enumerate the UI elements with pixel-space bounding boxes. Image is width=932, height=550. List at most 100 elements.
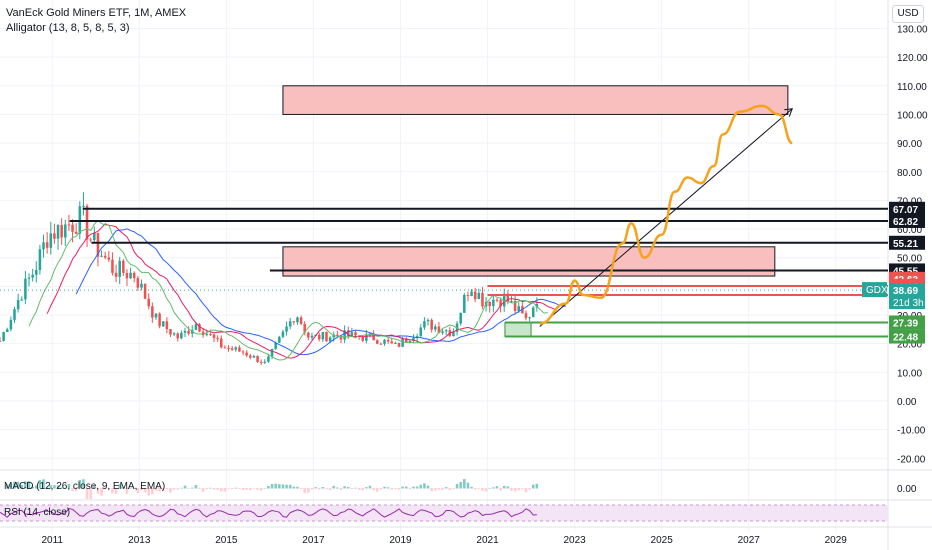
candle-body xyxy=(151,306,154,318)
macd-histogram-bar xyxy=(328,488,332,491)
macd-histogram-bar xyxy=(473,488,477,490)
candle-body xyxy=(412,337,415,341)
candle-body xyxy=(386,339,390,342)
candle-body xyxy=(510,301,513,303)
macd-histogram-bar xyxy=(201,488,205,492)
candle-body xyxy=(241,351,245,353)
candle-body xyxy=(89,239,92,241)
candle-body xyxy=(470,291,473,297)
candle-body xyxy=(56,225,60,239)
projection-path xyxy=(539,104,793,325)
candle-body xyxy=(16,300,20,310)
ticker-tag xyxy=(862,282,887,298)
candle-body xyxy=(93,232,96,241)
macd-histogram-bar xyxy=(230,488,234,490)
macd-histogram-bar xyxy=(437,488,441,490)
candle-body xyxy=(136,278,140,288)
x-tick-label: 2019 xyxy=(389,535,412,546)
candle-body xyxy=(85,205,89,240)
macd-histogram-bar xyxy=(477,488,481,489)
macd-histogram-bar xyxy=(205,488,209,490)
macd-histogram-bar xyxy=(165,488,169,490)
macd-histogram-bar xyxy=(194,485,198,489)
macd-histogram-bar xyxy=(281,484,285,489)
macd-histogram-bar xyxy=(350,488,354,490)
candle-body xyxy=(53,233,56,239)
macd-histogram-bar xyxy=(495,486,499,489)
candle-body xyxy=(187,330,190,334)
macd-histogram-bar xyxy=(405,486,408,489)
macd-histogram-bar xyxy=(16,481,20,489)
macd-histogram-bar xyxy=(223,488,227,492)
macd-histogram-bar xyxy=(513,488,517,492)
candle-body xyxy=(495,299,499,301)
y-tick-label: 20.00 xyxy=(897,340,922,351)
price-label-badge xyxy=(889,315,925,330)
macd-histogram-bar xyxy=(13,481,16,489)
candle-body xyxy=(506,293,510,302)
macd-histogram-bar xyxy=(466,482,470,489)
candle-body xyxy=(405,338,408,343)
macd-axis-label: 0.00 xyxy=(897,484,917,495)
macd-histogram-bar xyxy=(154,488,158,491)
candle-body xyxy=(365,334,368,341)
macd-histogram-bar xyxy=(535,483,539,489)
macd-legend[interactable]: MACD (12, 26, close, 9, EMA, EMA) xyxy=(4,481,166,492)
macd-histogram-bar xyxy=(303,488,306,494)
macd-histogram-bar xyxy=(252,488,256,489)
alligator-teeth-line xyxy=(46,223,556,359)
macd-histogram-bar xyxy=(354,487,357,489)
macd-histogram-bar xyxy=(488,487,491,489)
macd-histogram-bar xyxy=(227,488,230,489)
candle-body xyxy=(220,338,223,348)
candle-body xyxy=(325,331,328,342)
macd-histogram-bar xyxy=(111,488,114,494)
candle-body xyxy=(321,331,325,340)
price-label-badge xyxy=(889,201,925,216)
macd-histogram-bar xyxy=(9,484,13,489)
alligator-legend[interactable]: Alligator (13, 8, 5, 8, 5, 3) xyxy=(6,22,130,34)
alligator-jaw-line xyxy=(75,228,566,356)
candle-body xyxy=(9,319,13,330)
candle-body xyxy=(143,283,147,299)
symbol-title[interactable]: VanEck Gold Miners ETF, 1M, AMEX xyxy=(6,7,187,19)
candle-body xyxy=(296,317,299,323)
x-tick-label: 2013 xyxy=(128,535,151,546)
candle-body xyxy=(328,337,332,342)
macd-histogram-bar xyxy=(470,486,473,489)
candle-body xyxy=(524,313,528,319)
macd-histogram-bar xyxy=(274,483,277,489)
macd-histogram-bar xyxy=(506,486,510,489)
candle-body xyxy=(147,298,150,307)
candle-body xyxy=(372,333,375,341)
candle-body xyxy=(299,317,303,324)
macd-histogram-bar xyxy=(386,487,390,489)
macd-histogram-bar xyxy=(96,488,100,494)
x-tick-label: 2021 xyxy=(476,535,499,546)
macd-histogram-bar xyxy=(452,488,455,490)
candle-body xyxy=(419,327,423,337)
candle-body xyxy=(430,319,433,330)
macd-histogram-bar xyxy=(288,484,292,489)
macd-histogram-bar xyxy=(118,484,121,489)
macd-histogram-bar xyxy=(524,488,528,493)
candle-body xyxy=(383,339,386,344)
candle-body xyxy=(307,332,310,338)
candle-body xyxy=(252,355,256,358)
candle-body xyxy=(245,352,248,356)
rsi-legend[interactable]: RSI (14, close) xyxy=(4,507,71,518)
y-tick-label: 130.00 xyxy=(897,25,928,36)
candle-body xyxy=(209,334,212,336)
macd-histogram-bar xyxy=(234,487,238,489)
candle-body xyxy=(343,330,346,340)
price-label-badge xyxy=(889,235,925,250)
candle-body xyxy=(535,303,539,308)
macd-histogram-bar xyxy=(401,486,404,489)
candle-body xyxy=(459,312,462,324)
macd-histogram-bar xyxy=(187,488,190,489)
candle-body xyxy=(205,334,209,336)
currency-button[interactable]: USD xyxy=(892,5,924,23)
candle-body xyxy=(114,272,118,277)
